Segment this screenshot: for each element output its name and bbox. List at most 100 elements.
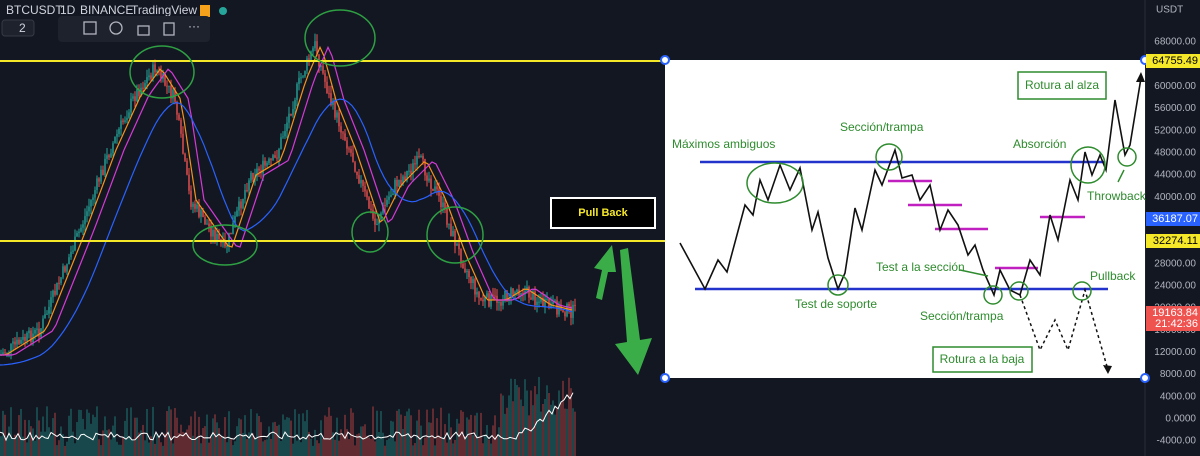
diagram-circle xyxy=(983,285,1003,305)
axis-label: 12000.00 xyxy=(1154,347,1196,358)
source: TradingView xyxy=(131,3,197,17)
volume-bar xyxy=(332,432,334,456)
volume-bar xyxy=(384,445,386,456)
candle xyxy=(340,126,342,133)
candle xyxy=(376,223,378,225)
candle xyxy=(474,279,476,295)
volume-bar xyxy=(418,409,420,456)
candle xyxy=(6,352,8,354)
volume-bar xyxy=(486,425,488,456)
corner-handle[interactable] xyxy=(1140,373,1150,383)
volume-bar xyxy=(262,441,264,456)
candle xyxy=(144,83,146,89)
candle xyxy=(202,210,204,218)
candle xyxy=(290,113,292,116)
candle xyxy=(132,96,134,99)
volume-bar xyxy=(270,438,272,456)
volume-bar xyxy=(494,415,496,456)
volume-bar xyxy=(432,408,434,456)
volume-bar xyxy=(126,408,128,456)
volume-bar xyxy=(192,435,194,456)
volume-bar xyxy=(208,442,210,456)
candle xyxy=(90,199,92,207)
price-tag xyxy=(1146,212,1200,226)
volume-bar xyxy=(236,426,238,456)
indicator-toggle[interactable] xyxy=(1,19,35,37)
axis-label: 8000.00 xyxy=(1160,369,1197,380)
candle xyxy=(14,341,16,345)
volume-bar xyxy=(8,426,10,456)
volume-bar xyxy=(10,407,12,456)
diagram-label: Rotura a la baja xyxy=(940,352,1025,366)
corner-handle[interactable] xyxy=(660,55,670,65)
volume-bar xyxy=(174,408,176,456)
candle xyxy=(148,75,150,78)
volume-bar xyxy=(410,415,412,456)
volume-bar xyxy=(416,420,418,456)
annotation-circle xyxy=(426,206,484,264)
candle xyxy=(346,140,348,149)
candle xyxy=(324,73,326,82)
volume-bar xyxy=(520,399,522,456)
volume-bar xyxy=(248,432,250,456)
candle xyxy=(390,195,392,197)
volume-bar xyxy=(344,414,346,456)
settings-icon[interactable] xyxy=(109,21,123,35)
volume-bar xyxy=(474,415,476,456)
candle xyxy=(292,109,294,116)
candle xyxy=(354,162,356,172)
volume-bar xyxy=(558,390,560,456)
candle xyxy=(562,310,564,313)
candle xyxy=(232,223,234,235)
volume-bar xyxy=(150,436,152,456)
candle xyxy=(106,155,108,159)
volume-bar xyxy=(336,417,338,456)
more-icon[interactable]: ··· xyxy=(188,19,200,33)
axis-label: 48000.00 xyxy=(1154,147,1196,158)
volume-bar xyxy=(154,443,156,456)
candle xyxy=(212,230,214,237)
candle xyxy=(442,202,444,208)
candle xyxy=(218,233,220,240)
volume-bar xyxy=(200,443,202,456)
candle xyxy=(384,205,386,207)
diagram-circle xyxy=(1009,281,1029,301)
volume-bar xyxy=(222,436,224,456)
volume-bar xyxy=(314,429,316,456)
candle xyxy=(244,190,246,199)
volume-bar xyxy=(544,399,546,456)
candle xyxy=(460,249,462,264)
volume-bar xyxy=(434,445,436,456)
flag-icon[interactable] xyxy=(200,5,210,17)
candle xyxy=(180,119,182,134)
lock-icon[interactable] xyxy=(137,25,150,36)
candle xyxy=(364,185,366,192)
group-icon[interactable] xyxy=(83,21,97,35)
volume-bar xyxy=(388,438,390,456)
volume-bar xyxy=(570,388,572,456)
delete-icon[interactable] xyxy=(163,22,175,36)
candle xyxy=(250,172,252,181)
candle xyxy=(288,113,290,123)
volume-bar xyxy=(516,385,518,456)
volume-bar xyxy=(510,378,512,456)
volume-bar xyxy=(318,443,320,456)
candle xyxy=(128,112,130,119)
corner-handle[interactable] xyxy=(660,373,670,383)
volume-bar xyxy=(68,415,70,456)
volume-bar xyxy=(74,443,76,456)
volume-bar xyxy=(320,420,322,456)
candle xyxy=(550,303,552,308)
axis-label: 52000.00 xyxy=(1154,125,1196,136)
volume-bar xyxy=(86,409,88,456)
candle xyxy=(64,266,66,272)
volume-bar xyxy=(278,424,280,456)
volume-bar xyxy=(500,393,502,456)
candle xyxy=(556,300,558,315)
candle xyxy=(266,162,268,166)
candle xyxy=(516,289,518,293)
candle xyxy=(284,130,286,137)
volume-bar xyxy=(256,413,258,456)
candle xyxy=(204,217,206,225)
